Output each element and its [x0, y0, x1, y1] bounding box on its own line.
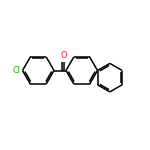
Text: Cl: Cl: [13, 66, 21, 75]
Text: O: O: [61, 51, 67, 60]
